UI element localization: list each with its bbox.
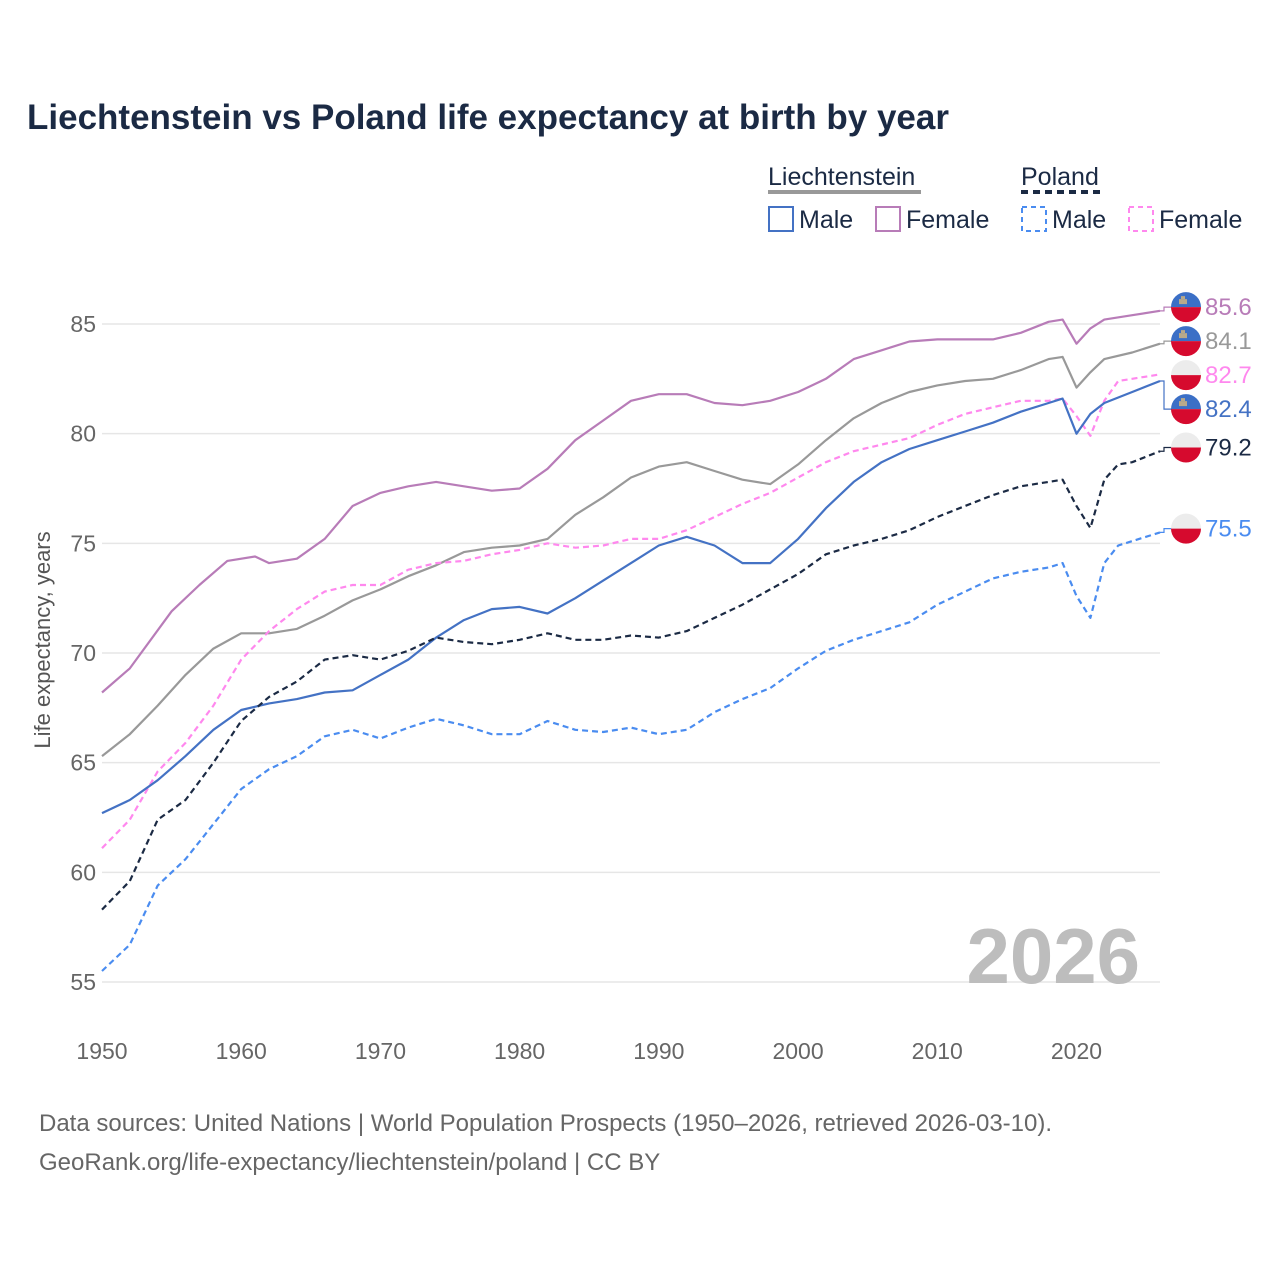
legend-label-poland-female[interactable]: Female bbox=[1159, 206, 1242, 234]
legend-swatch-poland-male bbox=[1021, 206, 1047, 232]
label-connector bbox=[1160, 446, 1172, 452]
label-connector bbox=[1160, 306, 1172, 312]
series-line-poland-male bbox=[101, 531, 1161, 972]
label-connector bbox=[1160, 380, 1172, 410]
x-tick-label: 1990 bbox=[633, 1038, 684, 1064]
legend-label-liechtenstein-male[interactable]: Male bbox=[799, 206, 853, 234]
end-label-poland-total: 79.2 bbox=[1160, 432, 1252, 463]
label-connector bbox=[1160, 528, 1172, 533]
year-watermark: 2026 bbox=[966, 912, 1140, 1000]
y-tick-label: 70 bbox=[70, 640, 96, 666]
end-value-label: 84.1 bbox=[1205, 328, 1252, 355]
end-value-label: 82.4 bbox=[1205, 396, 1252, 423]
end-value-label: 79.2 bbox=[1205, 434, 1252, 461]
x-axis-ticks: 1950 1960 1970 1980 1990 2000 2010 2020 bbox=[76, 1038, 1102, 1064]
x-tick-label: 1980 bbox=[494, 1038, 545, 1064]
legend-label-liechtenstein-female[interactable]: Female bbox=[906, 206, 989, 234]
y-axis-ticks: 55 60 65 70 75 80 85 bbox=[70, 311, 96, 995]
liechtenstein-flag-icon bbox=[1171, 326, 1201, 357]
series-line-poland-female bbox=[101, 373, 1161, 849]
end-value-label: 85.6 bbox=[1205, 294, 1252, 321]
y-tick-label: 85 bbox=[70, 311, 96, 337]
series-lines bbox=[101, 309, 1161, 972]
end-labels: 85.6 84.1 82.7 82.4 79.2 75.5 bbox=[1160, 292, 1252, 544]
end-value-label: 75.5 bbox=[1205, 516, 1252, 543]
y-tick-label: 65 bbox=[70, 750, 96, 776]
x-tick-label: 2020 bbox=[1051, 1038, 1102, 1064]
legend-swatch-poland-female bbox=[1128, 206, 1154, 232]
series-line-liechtenstein-total bbox=[101, 342, 1161, 757]
x-tick-label: 2010 bbox=[912, 1038, 963, 1064]
end-label-liechtenstein-male: 82.4 bbox=[1160, 380, 1252, 425]
end-label-poland-male: 75.5 bbox=[1160, 513, 1252, 544]
x-tick-label: 1960 bbox=[216, 1038, 267, 1064]
source-line-1: Data sources: United Nations | World Pop… bbox=[39, 1110, 1052, 1137]
legend-label-poland-male[interactable]: Male bbox=[1052, 206, 1106, 234]
y-tick-label: 80 bbox=[70, 421, 96, 447]
y-tick-label: 75 bbox=[70, 530, 96, 556]
chart-title: Liechtenstein vs Poland life expectancy … bbox=[27, 98, 949, 137]
legend-swatch-liechtenstein-female bbox=[875, 206, 901, 232]
poland-flag-icon bbox=[1171, 513, 1201, 544]
legend: Liechtenstein Poland Male Female Male Fe… bbox=[768, 163, 1242, 234]
y-tick-label: 60 bbox=[70, 859, 96, 885]
label-connector bbox=[1160, 340, 1172, 345]
end-label-poland-female: 82.7 bbox=[1171, 360, 1252, 391]
end-label-liechtenstein-total: 84.1 bbox=[1160, 326, 1252, 357]
x-tick-label: 1970 bbox=[355, 1038, 406, 1064]
source-line-2[interactable]: GeoRank.org/life-expectancy/liechtenstei… bbox=[39, 1149, 660, 1176]
gridlines bbox=[102, 323, 1160, 983]
liechtenstein-flag-icon bbox=[1171, 394, 1201, 425]
legend-group-liechtenstein: Liechtenstein bbox=[768, 163, 915, 191]
series-line-liechtenstein-female bbox=[101, 309, 1161, 694]
legend-swatch-liechtenstein-male bbox=[768, 206, 794, 232]
poland-flag-icon bbox=[1171, 360, 1201, 391]
series-line-poland-total bbox=[101, 450, 1161, 911]
liechtenstein-flag-icon bbox=[1171, 292, 1201, 323]
legend-group-poland: Poland bbox=[1021, 163, 1099, 191]
series-line-liechtenstein-male bbox=[101, 379, 1161, 815]
end-label-liechtenstein-female: 85.6 bbox=[1160, 292, 1252, 323]
x-tick-label: 1950 bbox=[76, 1038, 127, 1064]
y-axis-label: Life expectancy, years bbox=[30, 531, 55, 748]
x-tick-label: 2000 bbox=[772, 1038, 823, 1064]
end-value-label: 82.7 bbox=[1205, 362, 1252, 389]
y-tick-label: 55 bbox=[70, 969, 96, 995]
poland-flag-icon bbox=[1171, 432, 1201, 463]
